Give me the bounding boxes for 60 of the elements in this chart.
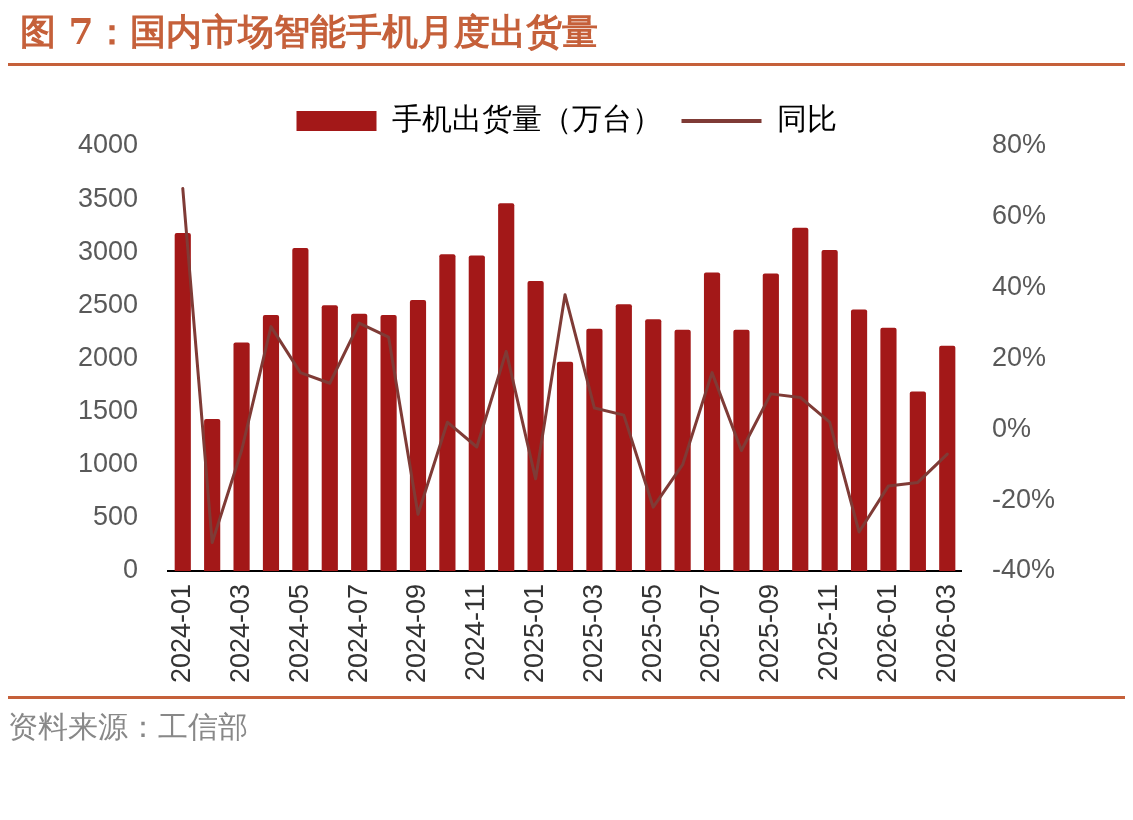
bar bbox=[527, 280, 544, 571]
x-tick-label: 2025-01 bbox=[519, 583, 550, 684]
bar bbox=[703, 272, 721, 571]
x-tick-label: 2024-07 bbox=[342, 583, 373, 684]
y2-tick-label: 80% bbox=[991, 129, 1047, 160]
y-tick-label: 4000 bbox=[77, 129, 139, 160]
chart-title: 图 7：国内市场智能手机月度出货量 bbox=[19, 9, 599, 54]
bar bbox=[850, 309, 868, 571]
y-tick-label: 3000 bbox=[77, 235, 139, 266]
bar bbox=[821, 250, 838, 571]
bar bbox=[380, 314, 397, 571]
bar bbox=[792, 227, 809, 571]
bar bbox=[409, 300, 427, 571]
bar bbox=[880, 327, 897, 571]
bar bbox=[556, 361, 574, 571]
bar bbox=[733, 329, 750, 571]
bar bbox=[233, 342, 250, 571]
bar bbox=[498, 203, 515, 571]
x-tick-label: 2025-07 bbox=[695, 583, 726, 684]
bar bbox=[292, 247, 309, 571]
y2-tick-label: -20% bbox=[991, 483, 1055, 514]
bar bbox=[586, 328, 603, 571]
bar bbox=[762, 273, 779, 571]
bar bbox=[909, 391, 926, 571]
bar bbox=[439, 254, 456, 571]
x-tick-label: 2025-05 bbox=[636, 583, 667, 684]
y2-tick-label: 60% bbox=[991, 200, 1047, 231]
x-tick-label: 2025-11 bbox=[813, 583, 844, 682]
legend-label: 同比 bbox=[776, 102, 837, 136]
x-tick-label: 2024-09 bbox=[401, 583, 432, 684]
y-tick-label: 3500 bbox=[77, 182, 139, 213]
bar bbox=[321, 305, 338, 571]
bar bbox=[468, 255, 485, 571]
bar bbox=[645, 319, 662, 571]
y-tick-label: 2500 bbox=[77, 288, 139, 319]
x-tick-label: 2024-03 bbox=[225, 583, 256, 684]
bar bbox=[262, 314, 280, 571]
bar bbox=[615, 304, 632, 571]
x-tick-label: 2026-01 bbox=[871, 583, 902, 684]
y2-tick-label: 0% bbox=[991, 412, 1031, 443]
y2-tick-label: 20% bbox=[991, 341, 1047, 372]
bar bbox=[674, 329, 691, 571]
y-tick-label: 1000 bbox=[77, 448, 139, 479]
bar bbox=[939, 345, 956, 571]
y2-tick-label: 40% bbox=[991, 271, 1047, 302]
x-tick-label: 2025-09 bbox=[754, 583, 785, 684]
legend-label: 手机出货量（万台） bbox=[391, 102, 662, 136]
x-tick-label: 2024-05 bbox=[283, 583, 314, 684]
x-tick-label: 2025-03 bbox=[577, 583, 608, 684]
bar bbox=[174, 233, 191, 571]
x-tick-label: 2026-03 bbox=[930, 583, 961, 684]
bar bbox=[351, 313, 368, 571]
text: 资料来源：工信部 bbox=[8, 708, 249, 746]
y-tick-label: 2000 bbox=[77, 341, 139, 372]
y-tick-label: 500 bbox=[93, 501, 139, 532]
y-tick-label: 1500 bbox=[77, 395, 139, 426]
y2-tick-label: -40% bbox=[991, 554, 1055, 585]
x-tick-label: 2024-11 bbox=[460, 583, 491, 682]
x-tick-label: 2024-01 bbox=[166, 583, 197, 684]
y-tick-label: 0 bbox=[123, 554, 139, 585]
